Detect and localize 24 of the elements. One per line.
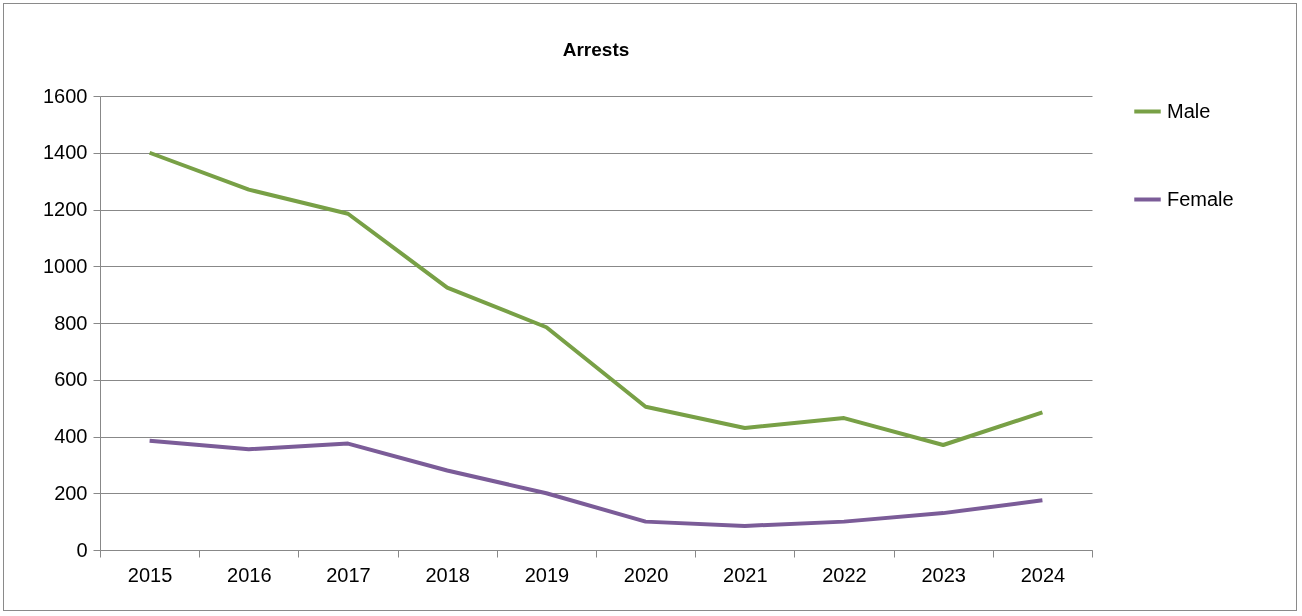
y-tick-label: 400	[54, 425, 88, 447]
y-tick-label: 1000	[43, 254, 88, 277]
legend-label: Female	[1167, 187, 1234, 210]
y-tick-label: 600	[54, 368, 88, 391]
y-tick-label: 200	[54, 481, 88, 504]
y-tick-label: 0	[76, 538, 88, 561]
chart-title: Arrests	[562, 39, 630, 60]
y-tick-label: 800	[54, 311, 88, 334]
y-tick-label: 1400	[43, 141, 88, 164]
line-series	[147, 150, 1045, 448]
line-series	[147, 438, 1045, 528]
x-tick-label: 2020	[623, 563, 669, 586]
x-tick-label: 2018	[425, 563, 470, 586]
y-tick-label: 1600	[43, 84, 88, 107]
x-tick-label: 2016	[227, 563, 272, 586]
x-tick-label: 2019	[524, 563, 570, 586]
y-tick-label: 1200	[43, 198, 88, 220]
x-tick-label: 2021	[723, 563, 768, 586]
x-tick-label: 2024	[1020, 563, 1066, 586]
x-tick-label: 2023	[921, 563, 966, 586]
x-tick-label: 2015	[127, 563, 173, 586]
x-tick-label: 2017	[326, 563, 371, 586]
legend-label: Male	[1167, 99, 1211, 122]
x-tick-label: 2022	[822, 563, 867, 586]
